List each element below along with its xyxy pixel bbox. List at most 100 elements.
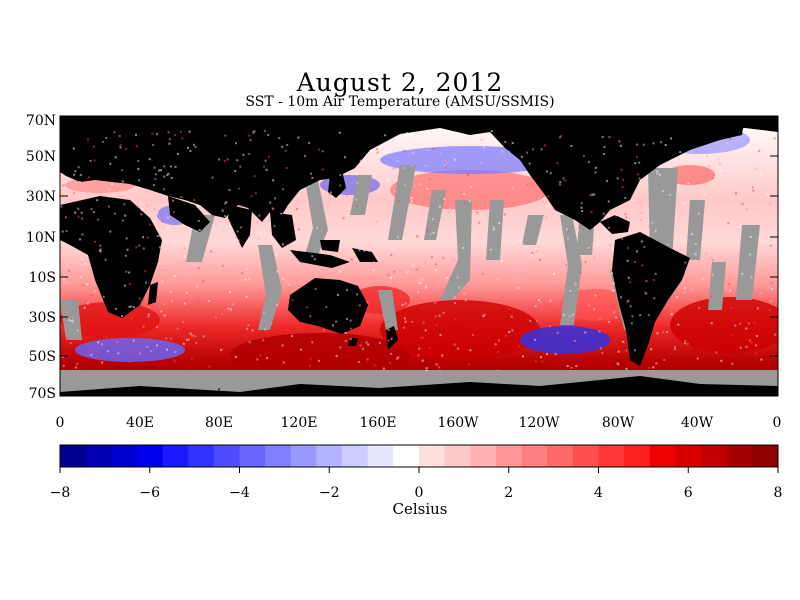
speckle bbox=[151, 214, 154, 217]
speckle bbox=[441, 354, 444, 357]
speckle bbox=[97, 218, 100, 221]
speckle bbox=[165, 269, 168, 272]
speckle bbox=[566, 365, 569, 367]
speckle bbox=[573, 282, 576, 285]
speckle bbox=[576, 232, 578, 235]
speckle bbox=[65, 336, 68, 339]
colorbar-tick-label: −8 bbox=[50, 485, 71, 501]
speckle bbox=[123, 203, 126, 206]
speckle bbox=[376, 148, 379, 151]
speckle bbox=[119, 144, 122, 147]
speckle bbox=[602, 212, 605, 215]
speckle bbox=[84, 262, 87, 265]
speckle bbox=[521, 242, 524, 245]
speckle bbox=[608, 136, 611, 139]
speckle bbox=[99, 248, 102, 250]
speckle bbox=[207, 300, 210, 302]
speckle bbox=[234, 355, 237, 358]
speckle bbox=[372, 261, 375, 264]
speckle bbox=[542, 197, 545, 200]
speckle bbox=[262, 311, 265, 314]
colorbar-swatch bbox=[265, 445, 292, 467]
speckle bbox=[629, 281, 632, 284]
speckle bbox=[758, 149, 761, 152]
speckle bbox=[738, 225, 741, 228]
speckle bbox=[508, 308, 511, 310]
speckle bbox=[163, 175, 166, 178]
speckle bbox=[571, 313, 574, 316]
speckle bbox=[166, 174, 169, 177]
speckle bbox=[406, 132, 409, 135]
speckle bbox=[220, 223, 223, 226]
speckle bbox=[101, 361, 103, 364]
speckle bbox=[262, 339, 265, 342]
speckle bbox=[66, 311, 69, 314]
speckle bbox=[666, 324, 669, 326]
speckle bbox=[755, 151, 758, 154]
colorbar-swatch bbox=[188, 445, 215, 467]
speckle bbox=[265, 168, 268, 171]
speckle bbox=[424, 165, 427, 168]
speckle bbox=[727, 222, 730, 225]
speckle bbox=[468, 181, 471, 184]
speckle bbox=[153, 166, 156, 169]
speckle bbox=[138, 297, 141, 300]
speckle bbox=[152, 184, 155, 186]
speckle bbox=[745, 327, 748, 330]
speckle bbox=[587, 247, 590, 249]
speckle bbox=[137, 159, 140, 162]
speckle bbox=[404, 218, 407, 221]
speckle bbox=[383, 151, 386, 154]
speckle bbox=[640, 211, 643, 214]
speckle bbox=[142, 325, 145, 328]
speckle bbox=[554, 352, 557, 355]
speckle bbox=[429, 233, 432, 236]
speckle bbox=[291, 335, 293, 337]
speckle bbox=[281, 145, 284, 148]
speckle bbox=[587, 304, 590, 307]
speckle bbox=[594, 171, 597, 174]
speckle bbox=[705, 252, 708, 255]
speckle bbox=[183, 273, 186, 276]
speckle bbox=[61, 355, 64, 358]
speckle bbox=[434, 301, 437, 304]
speckle bbox=[625, 349, 628, 352]
speckle bbox=[338, 131, 341, 134]
speckle bbox=[252, 131, 255, 134]
speckle bbox=[220, 313, 223, 316]
speckle bbox=[139, 352, 141, 355]
speckle bbox=[531, 254, 534, 257]
speckle bbox=[376, 151, 379, 154]
speckle bbox=[291, 299, 294, 302]
speckle bbox=[411, 321, 414, 323]
lat-label: 50N bbox=[26, 149, 56, 165]
speckle bbox=[418, 347, 421, 350]
speckle bbox=[594, 166, 597, 169]
speckle bbox=[73, 173, 75, 176]
speckle bbox=[342, 266, 345, 269]
speckle bbox=[701, 277, 704, 280]
speckle bbox=[729, 289, 732, 292]
speckle bbox=[358, 304, 361, 307]
speckle bbox=[185, 291, 188, 294]
speckle bbox=[397, 200, 400, 203]
speckle bbox=[142, 247, 145, 250]
speckle bbox=[101, 343, 103, 346]
speckle bbox=[393, 190, 396, 193]
speckle bbox=[228, 291, 231, 294]
speckle bbox=[570, 366, 573, 369]
speckle bbox=[359, 344, 362, 347]
speckle bbox=[546, 353, 548, 355]
speckle bbox=[475, 284, 478, 286]
speckle bbox=[680, 235, 683, 238]
speckle bbox=[413, 185, 416, 188]
speckle bbox=[267, 134, 270, 137]
colorbar-tick-label: 8 bbox=[774, 485, 783, 501]
speckle bbox=[656, 172, 659, 175]
speckle bbox=[238, 187, 241, 190]
speckle bbox=[684, 342, 686, 345]
speckle bbox=[411, 164, 414, 167]
speckle bbox=[651, 221, 654, 224]
speckle bbox=[718, 162, 721, 165]
speckle bbox=[769, 132, 772, 135]
